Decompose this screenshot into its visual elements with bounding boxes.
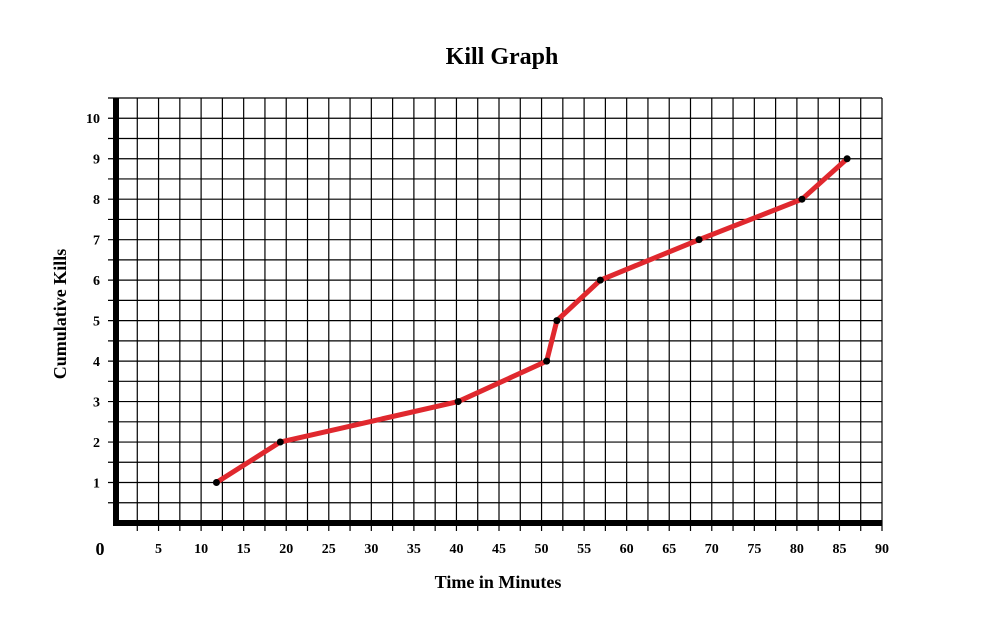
x-tick-label: 90 <box>875 542 889 557</box>
data-point <box>596 276 604 284</box>
x-tick-label: 40 <box>449 542 463 557</box>
x-tick-label: 10 <box>194 542 208 557</box>
data-point <box>454 398 462 406</box>
series <box>212 155 851 487</box>
x-tick-label: 30 <box>364 542 378 557</box>
x-tick-label: 5 <box>155 542 162 557</box>
y-axis-label: Cumulative Kills <box>50 249 70 380</box>
y-tick-label: 5 <box>93 315 100 330</box>
data-point <box>212 479 220 487</box>
x-tick-label: 45 <box>492 542 506 557</box>
y-tick-label: 8 <box>93 193 100 208</box>
x-tick-label: 65 <box>662 542 676 557</box>
x-tick-label: 55 <box>577 542 591 557</box>
origin-label: 0 <box>96 539 105 559</box>
y-tick-label: 1 <box>93 477 100 492</box>
y-tick-label: 6 <box>93 274 100 289</box>
y-tick-label: 7 <box>93 234 100 249</box>
y-tick-label: 9 <box>93 153 100 168</box>
y-tick-label: 4 <box>93 355 100 370</box>
y-tick-label: 3 <box>93 396 100 411</box>
x-tick-label: 80 <box>790 542 804 557</box>
y-tick-labels: 1 2 3 4 5 6 7 8 9 10 <box>86 112 100 491</box>
x-tick-label: 75 <box>747 542 761 557</box>
data-point <box>843 155 851 163</box>
data-point <box>553 317 561 325</box>
x-tick-label: 35 <box>407 542 421 557</box>
x-tick-label: 60 <box>620 542 634 557</box>
axes <box>113 98 882 526</box>
data-point <box>798 195 806 203</box>
data-point <box>276 438 284 446</box>
data-point <box>543 357 551 365</box>
x-tick-label: 50 <box>535 542 549 557</box>
x-tick-label: 25 <box>322 542 336 557</box>
x-tick-label: 85 <box>832 542 846 557</box>
x-tick-label: 20 <box>279 542 293 557</box>
x-tick-label: 70 <box>705 542 719 557</box>
x-tick-labels: 5 10 15 20 25 30 35 40 45 50 55 60 65 70 75 80 85 90 <box>155 542 889 557</box>
chart-title: Kill Graph <box>446 44 559 70</box>
x-tick-label: 15 <box>237 542 251 557</box>
y-tick-label: 10 <box>86 112 100 127</box>
data-point <box>695 236 703 244</box>
grid <box>108 97 883 531</box>
y-tick-label: 2 <box>93 436 100 451</box>
x-axis-label: Time in Minutes <box>435 572 562 592</box>
